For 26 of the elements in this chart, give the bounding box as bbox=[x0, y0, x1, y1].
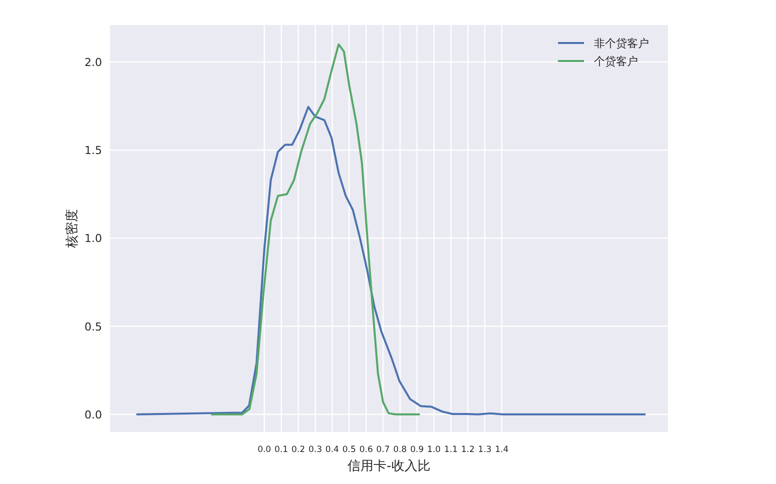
y-tick-label: 1.5 bbox=[84, 144, 102, 158]
x-tick-label: 0.7 bbox=[376, 445, 390, 455]
x-axis-title: 信用卡-收入比 bbox=[348, 459, 430, 474]
legend-label: 个贷客户 bbox=[594, 55, 638, 68]
x-tick-label: 1.3 bbox=[478, 445, 492, 455]
x-tick-label: 0.6 bbox=[359, 445, 373, 455]
x-tick-label: 1.0 bbox=[427, 445, 441, 455]
line-series bbox=[210, 43, 420, 416]
x-tick-label: 0.5 bbox=[342, 445, 356, 455]
x-tick-label: 1.2 bbox=[461, 445, 475, 455]
y-tick-label: 0.0 bbox=[84, 408, 102, 422]
x-tick-label: 0.0 bbox=[258, 445, 272, 455]
y-tick-label: 2.0 bbox=[84, 56, 102, 69]
x-tick-label: 0.9 bbox=[410, 445, 424, 455]
x-tick-label: 0.8 bbox=[393, 445, 407, 455]
x-tick-label: 0.3 bbox=[308, 445, 322, 455]
line-series bbox=[136, 106, 646, 416]
y-tick-label: 1.0 bbox=[84, 232, 102, 246]
x-tick-label: 0.4 bbox=[325, 445, 339, 455]
x-tick-label: 1.1 bbox=[444, 445, 458, 455]
x-tick-label: 0.1 bbox=[274, 445, 288, 455]
x-tick-label: 0.2 bbox=[291, 445, 306, 455]
legend-label: 非个贷客户 bbox=[594, 37, 649, 50]
x-tick-label: 1.4 bbox=[495, 445, 509, 455]
y-tick-label: 0.5 bbox=[84, 320, 102, 334]
y-axis-title: 核密度 bbox=[64, 209, 80, 249]
